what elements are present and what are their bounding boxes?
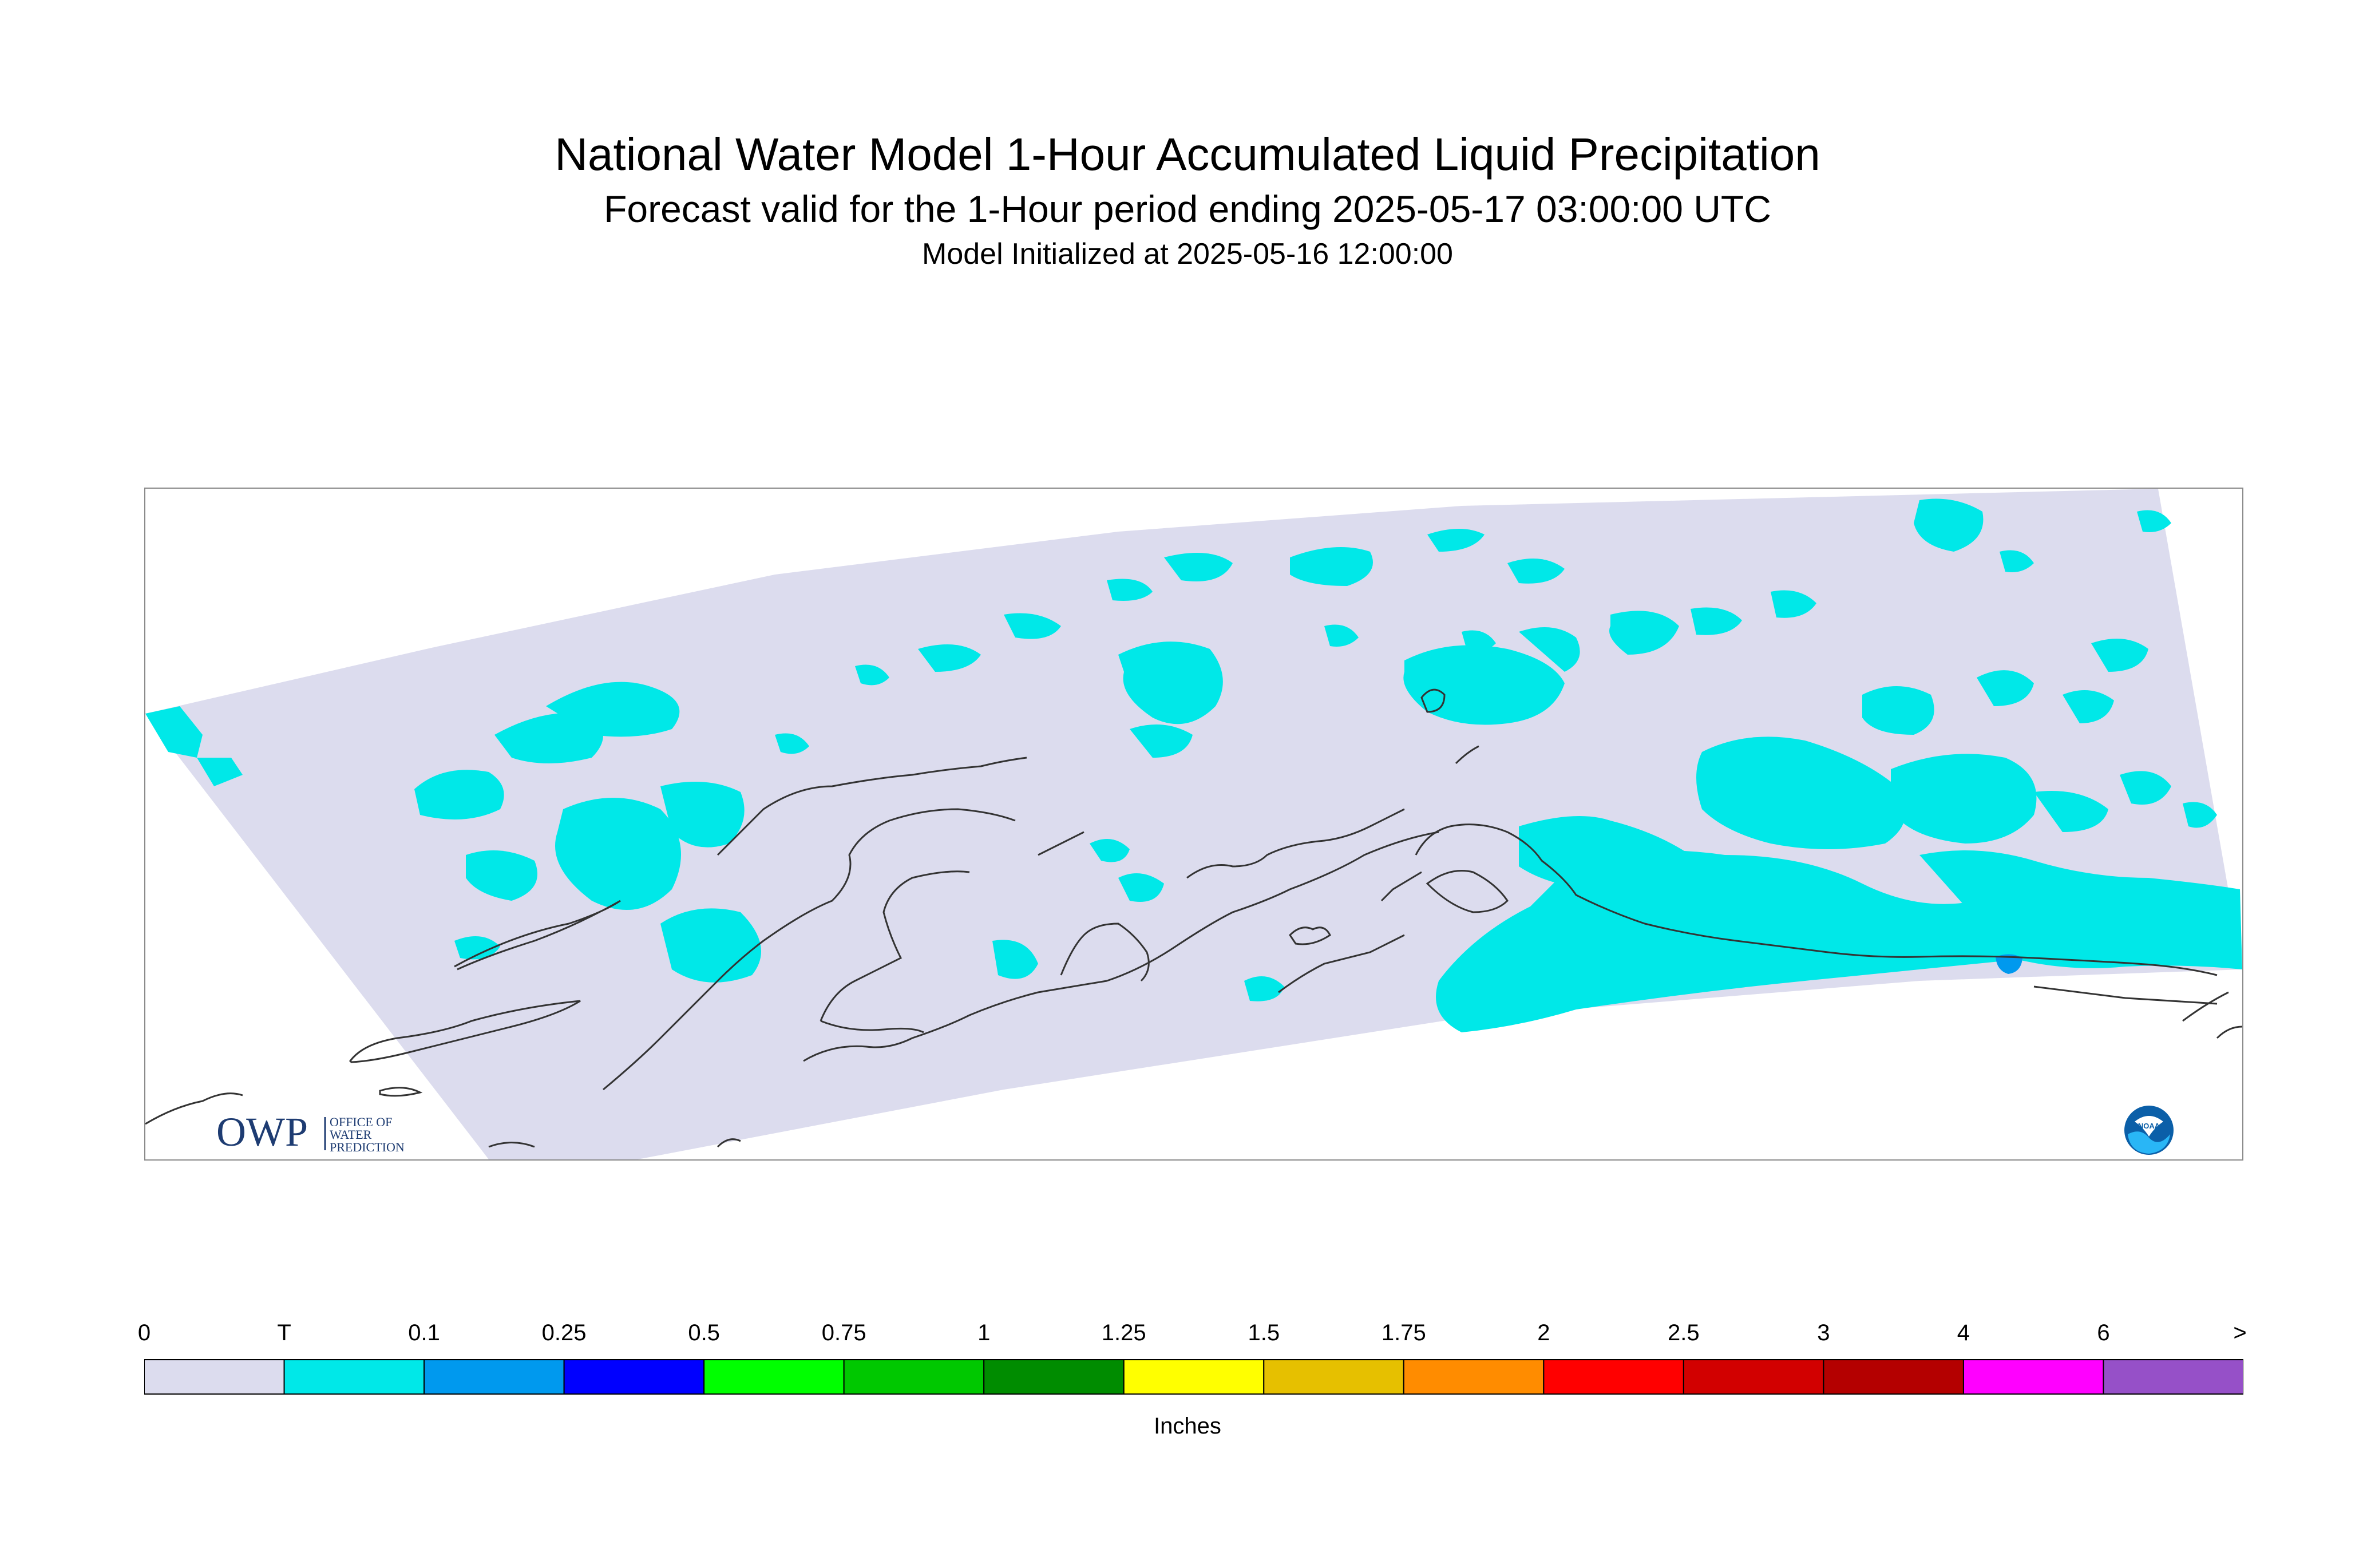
noaa-logo-text: NOAA bbox=[2138, 1122, 2160, 1130]
colorbar-swatch bbox=[423, 1359, 565, 1395]
colorbar-swatch bbox=[1823, 1359, 1964, 1395]
colorbar-tick-label: 1 bbox=[977, 1320, 991, 1345]
colorbar bbox=[144, 1359, 2243, 1395]
owp-logo-line-2: WATER bbox=[330, 1127, 372, 1142]
trace-precipitation-areas bbox=[145, 498, 2242, 1032]
colorbar-tick-label: 1.5 bbox=[1248, 1320, 1280, 1345]
noaa-emblem: NOAA bbox=[2124, 1106, 2174, 1155]
colorbar-tick-label: 3 bbox=[1817, 1320, 1830, 1345]
precipitation-map bbox=[144, 488, 2243, 1161]
colorbar-swatch bbox=[1263, 1359, 1404, 1395]
coastline-outline bbox=[145, 688, 2242, 1148]
colorbar-tick-label: 2 bbox=[1537, 1320, 1550, 1345]
colorbar-tick-label: 4 bbox=[1957, 1320, 1970, 1345]
map-canvas bbox=[145, 489, 2242, 1159]
owp-logo: OWP OFFICE OF WATER PREDICTION bbox=[216, 1109, 434, 1156]
colorbar-swatch bbox=[983, 1359, 1125, 1395]
owp-logo-letters: OWP bbox=[216, 1110, 308, 1155]
colorbar-tick-label: 0.25 bbox=[541, 1320, 587, 1345]
colorbar-swatch bbox=[2103, 1359, 2243, 1395]
model-initialized-text: Model Initialized at 2025-05-16 12:00:00 bbox=[922, 237, 1453, 271]
colorbar-tick-label: 0 bbox=[137, 1320, 151, 1345]
owp-logo-graphic: OWP OFFICE OF WATER PREDICTION bbox=[216, 1109, 405, 1155]
colorbar-swatch bbox=[563, 1359, 705, 1395]
colorbar-tick-label: 0.5 bbox=[688, 1320, 720, 1345]
colorbar-swatch bbox=[1403, 1359, 1545, 1395]
colorbar-swatch bbox=[1543, 1359, 1684, 1395]
colorbar-tick-label: > bbox=[2233, 1320, 2247, 1345]
colorbar-tick-label: 0.75 bbox=[821, 1320, 866, 1345]
colorbar-tick-label: 6 bbox=[2097, 1320, 2110, 1345]
map-title: National Water Model 1-Hour Accumulated … bbox=[555, 129, 1820, 180]
colorbar-tick-label: 2.5 bbox=[1668, 1320, 1700, 1345]
light-precipitation-spot bbox=[1996, 954, 2022, 974]
colorbar-swatch bbox=[144, 1359, 285, 1395]
noaa-logo: NOAA bbox=[2123, 1104, 2175, 1156]
colorbar-swatch bbox=[1962, 1359, 2104, 1395]
colorbar-tick-label: T bbox=[277, 1320, 291, 1345]
forecast-valid-subtitle: Forecast valid for the 1-Hour period end… bbox=[604, 188, 1771, 230]
colorbar-swatch bbox=[703, 1359, 845, 1395]
colorbar-tick-label: 1.25 bbox=[1101, 1320, 1146, 1345]
colorbar-swatch bbox=[283, 1359, 425, 1395]
owp-logo-line-1: OFFICE OF bbox=[330, 1115, 392, 1129]
colorbar-swatch bbox=[1123, 1359, 1265, 1395]
model-domain-area bbox=[145, 489, 2242, 1159]
colorbar-tick-label: 1.75 bbox=[1381, 1320, 1426, 1345]
owp-logo-line-3: PREDICTION bbox=[330, 1140, 405, 1154]
colorbar-tick-label: 0.1 bbox=[408, 1320, 440, 1345]
colorbar-units-label: Inches bbox=[1154, 1413, 1221, 1439]
colorbar-swatch bbox=[843, 1359, 985, 1395]
colorbar-swatch bbox=[1683, 1359, 1824, 1395]
